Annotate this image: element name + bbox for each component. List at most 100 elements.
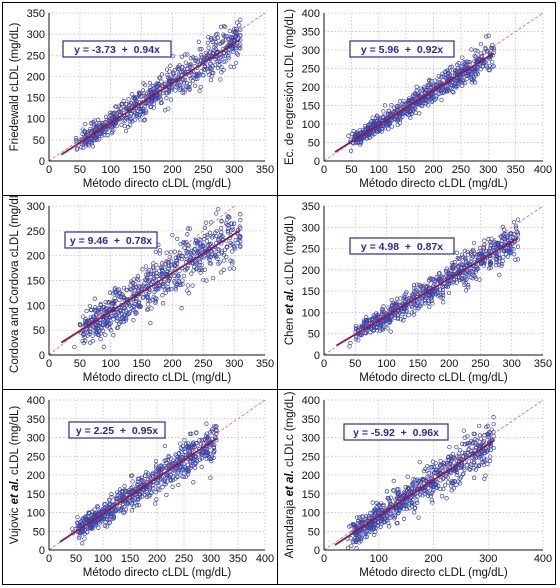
data-point [100, 507, 105, 512]
data-point [155, 285, 161, 290]
data-point [101, 344, 106, 349]
data-point [172, 279, 177, 284]
data-point [105, 511, 111, 517]
data-point [131, 305, 137, 310]
data-point [449, 488, 454, 493]
regression-line [336, 237, 519, 347]
data-point [461, 254, 466, 260]
data-point [460, 441, 465, 446]
svg-text:y = 4.98 + 0.87x: y = 4.98 + 0.87x [361, 241, 443, 253]
data-point [208, 77, 214, 83]
data-point [484, 457, 489, 462]
data-point [228, 243, 233, 248]
data-point [370, 115, 375, 120]
scatter-chart: 0 100 200 300 400 0 50 100 150 200 250 300 350 400 Mét… [284, 391, 552, 579]
data-point [388, 306, 394, 311]
data-point [187, 73, 192, 79]
data-point [420, 95, 425, 100]
data-point [210, 63, 215, 69]
data-point [441, 475, 446, 480]
data-point [197, 47, 202, 52]
x-tick-label: 0 [46, 358, 52, 370]
data-point [446, 281, 451, 287]
data-point [466, 459, 472, 464]
data-point [84, 516, 89, 521]
data-point [359, 519, 364, 525]
data-point [140, 88, 146, 93]
y-tick-label: 150 [27, 489, 45, 501]
data-point [90, 333, 95, 338]
data-point [189, 431, 194, 436]
data-point [130, 495, 135, 500]
data-point [193, 461, 198, 466]
data-point [463, 288, 469, 293]
data-point [483, 60, 488, 65]
data-point [170, 484, 175, 489]
data-point [148, 485, 153, 491]
data-point [172, 249, 178, 254]
y-tick-label: 300 [302, 433, 320, 445]
data-point [143, 486, 148, 492]
data-point [426, 298, 431, 303]
data-point [361, 532, 366, 537]
data-point [232, 244, 237, 249]
data-point [143, 264, 149, 269]
data-point [494, 251, 499, 257]
data-point [444, 266, 449, 271]
data-point [452, 83, 457, 89]
data-point [444, 268, 449, 274]
data-point [230, 227, 235, 232]
data-point [363, 126, 368, 131]
data-point [404, 290, 409, 295]
data-point [371, 513, 376, 518]
data-point [125, 501, 130, 506]
data-point [466, 285, 471, 290]
data-point [219, 218, 224, 224]
data-point [451, 455, 456, 460]
data-point [237, 235, 243, 240]
data-point [202, 246, 208, 252]
data-point [389, 103, 394, 108]
data-point [471, 273, 476, 278]
x-tick-label: 200 [163, 164, 181, 176]
data-point [388, 501, 393, 506]
data-point [414, 482, 419, 487]
data-point [465, 283, 471, 288]
y-axis-label: Chen et al. cLDL (mg/dL) [284, 216, 296, 346]
data-point [364, 315, 369, 320]
data-point [408, 115, 413, 120]
data-point [188, 62, 193, 67]
data-point [148, 320, 153, 326]
data-point [237, 23, 242, 28]
data-point [147, 493, 153, 498]
data-point [469, 269, 475, 274]
x-tick-label: 350 [506, 164, 524, 176]
data-point [202, 55, 207, 60]
data-point [81, 340, 86, 346]
regression-equation: y = 9.46 + 0.78x [64, 231, 158, 249]
data-point [483, 473, 488, 478]
data-point [103, 114, 109, 120]
data-point [471, 475, 477, 480]
data-point [83, 121, 88, 127]
data-point [421, 286, 426, 291]
y-axis-label: Anandaraja et al. cLDLc (mg/dL) [284, 391, 296, 558]
x-tick-label: 200 [440, 358, 458, 370]
data-point [195, 266, 200, 271]
data-point [232, 245, 237, 250]
data-point [233, 237, 238, 243]
y-tick-label: 0 [314, 545, 320, 557]
data-point [465, 249, 470, 255]
panel-anandaraja: 0 100 200 300 400 0 50 100 150 200 250 300 350 400 Mét… [277, 389, 556, 585]
data-point [176, 482, 181, 488]
data-point [229, 249, 235, 254]
data-point [165, 285, 170, 290]
data-point [465, 73, 470, 78]
data-point [456, 81, 461, 86]
data-point [511, 220, 517, 225]
data-point [438, 478, 443, 483]
data-point [509, 246, 514, 251]
data-point [169, 75, 174, 80]
data-point [174, 84, 179, 90]
data-point [119, 302, 124, 308]
